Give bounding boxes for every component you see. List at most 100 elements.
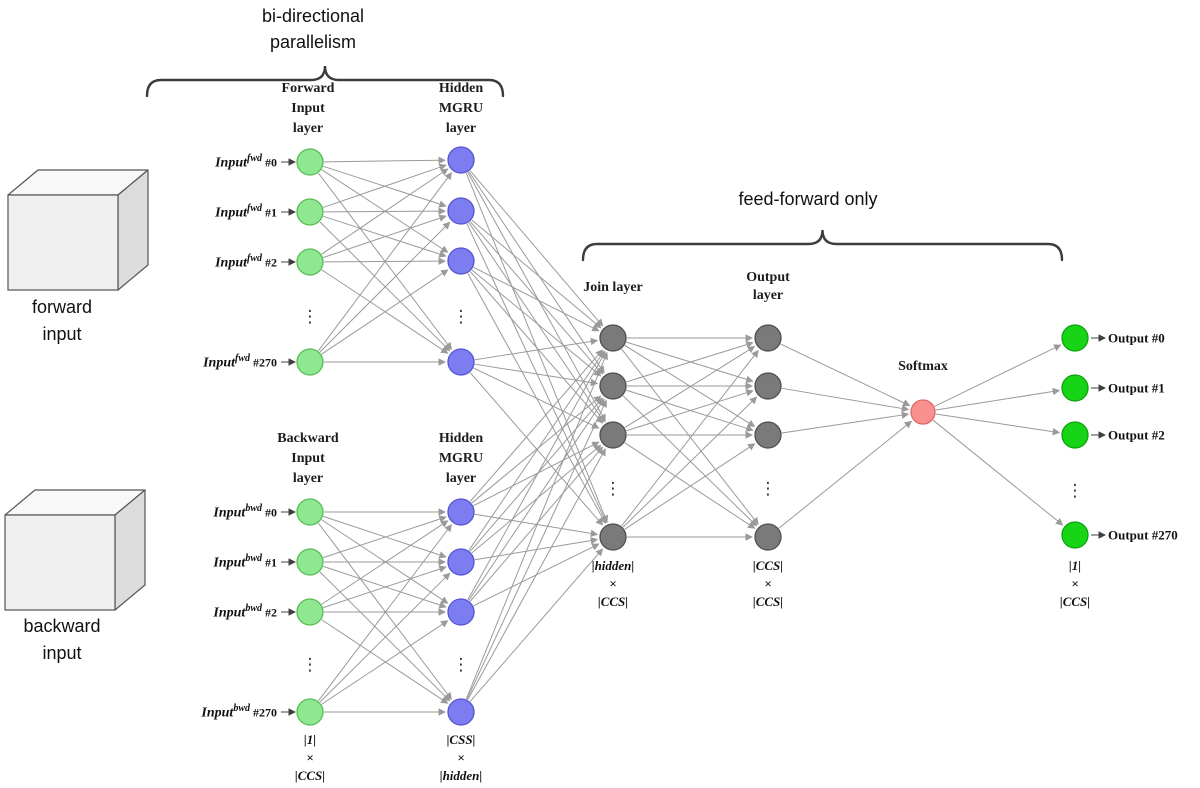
edge-backward-input-layer-to-backward-hidden-layer — [319, 571, 451, 702]
outputs-caption: |CCS| — [1060, 594, 1090, 609]
bidirectional-parallelism-label: parallelism — [270, 32, 356, 52]
edge-forward-hidden-layer-to-join-layer — [471, 269, 602, 377]
backward-hidden-layer-node — [447, 598, 475, 626]
forward-hidden-layer: Hidden MGRU layer ⋮ — [439, 81, 483, 376]
forward-hidden-layer-header: layer — [446, 121, 476, 136]
edge-join-layer-to-output-layer — [626, 341, 754, 383]
backward-input-layer-node — [296, 698, 324, 726]
edge-join-layer-to-output-layer — [624, 442, 756, 529]
edge-forward-input-layer-to-forward-hidden-layer — [323, 215, 447, 258]
forward-input-cube-label: input — [42, 324, 81, 344]
edge-forward-input-layer-to-forward-hidden-layer — [321, 269, 449, 354]
backward-input-layer-node-label: Inputbwd #0 — [212, 503, 277, 521]
edge-forward-hidden-layer-to-join-layer — [469, 221, 604, 375]
edge-forward-hidden-layer-to-join-layer — [467, 273, 606, 524]
softmax-header: Softmax — [898, 359, 948, 374]
forward-hidden-layer-node — [447, 197, 475, 225]
edge-backward-hidden-layer-to-join-layer — [468, 398, 605, 601]
edge-forward-hidden-layer-to-join-layer — [465, 172, 609, 524]
edges — [317, 156, 1064, 716]
backward-input-layer-caption: × — [306, 750, 313, 765]
forward-hidden-layer-node — [447, 146, 475, 174]
outputs-node-label: Output #270 — [1108, 528, 1178, 543]
output-layer-node — [754, 324, 782, 352]
edge-join-layer-to-output-layer — [626, 389, 754, 432]
edge-forward-hidden-layer-to-join-layer — [473, 367, 600, 429]
backward-input-cube-label: input — [42, 643, 81, 663]
softmax-node — [910, 399, 936, 425]
backward-hidden-layer-header: layer — [446, 471, 476, 486]
edge-forward-hidden-layer-to-join-layer — [469, 372, 604, 526]
outputs-node — [1061, 374, 1089, 402]
forward-input-layer-node-label: Inputfwd #1 — [214, 203, 277, 221]
edge-join-layer-to-output-layer — [626, 389, 754, 432]
backward-hidden-layer-caption: × — [457, 750, 464, 765]
edge-forward-input-layer-to-forward-hidden-layer — [319, 221, 451, 352]
edge-output-layer-to-softmax — [781, 387, 910, 413]
feed-forward-only-label: feed-forward only — [738, 189, 877, 209]
edge-backward-hidden-layer-to-join-layer — [469, 349, 604, 502]
backward-input-layer-header: Input — [291, 451, 325, 466]
backward-hidden-layer-header: Hidden — [439, 431, 484, 446]
backward-hidden-layer-caption: |hidden| — [440, 768, 483, 783]
edge-backward-hidden-layer-to-join-layer — [474, 513, 599, 538]
edge-backward-input-layer-to-backward-hidden-layer — [318, 522, 452, 701]
backward-hidden-layer-ellipsis: ⋮ — [453, 655, 470, 675]
join-layer-ellipsis: ⋮ — [605, 479, 622, 499]
edge-backward-input-layer-to-backward-hidden-layer — [319, 572, 451, 703]
forward-hidden-layer-header: MGRU — [439, 101, 483, 116]
join-layer-header: Join layer — [583, 280, 643, 295]
output-layer-caption: × — [764, 576, 771, 591]
edge-join-layer-to-output-layer — [622, 396, 758, 528]
outputs-node — [1061, 521, 1089, 549]
forward-input-layer-node — [296, 348, 324, 376]
edge-output-layer-to-softmax — [778, 420, 913, 529]
edge-backward-hidden-layer-to-join-layer — [474, 536, 599, 561]
forward-input-cube-label: forward — [32, 297, 92, 317]
join-layer-caption: |hidden| — [592, 558, 635, 573]
join-layer: Join layer ⋮ |hidden| × |CCS| — [583, 280, 643, 609]
edge-output-layer-to-softmax — [781, 411, 910, 434]
forward-input-layer-node-label: Inputfwd #270 — [202, 353, 277, 371]
edge-forward-input-layer-to-forward-hidden-layer — [321, 269, 449, 355]
output-layer-caption: |CCS| — [753, 594, 783, 609]
output-layer: Output layer ⋮ |CCS| × |CCS| — [746, 270, 790, 609]
backward-input-layer-ellipsis: ⋮ — [302, 655, 319, 675]
edge-forward-input-layer-to-forward-hidden-layer — [323, 165, 447, 208]
edge-output-layer-to-softmax — [780, 343, 911, 407]
edge-backward-hidden-layer-to-join-layer — [468, 350, 605, 551]
edge-backward-hidden-layer-to-join-layer — [471, 395, 602, 504]
outputs-node-label: Output #0 — [1108, 331, 1165, 346]
edge-forward-input-layer-to-forward-hidden-layer — [323, 207, 447, 215]
output-layer-node — [754, 523, 782, 551]
edge-forward-hidden-layer-to-join-layer — [469, 271, 604, 424]
backward-input-layer-node — [296, 498, 324, 526]
forward-input-layer: Forward Input layer Inputfwd #0 Inputfwd #1 I… — [202, 81, 335, 376]
backward-input-layer-node-label: Inputbwd #1 — [212, 553, 277, 571]
edge-backward-input-layer-to-backward-hidden-layer — [321, 519, 449, 604]
edge-backward-input-layer-to-backward-hidden-layer — [321, 520, 449, 605]
backward-input-cube: backward input — [4, 489, 146, 663]
edge-join-layer-to-output-layer — [622, 395, 758, 527]
join-layer-node — [599, 324, 627, 352]
edge-join-layer-to-output-layer — [624, 345, 756, 428]
edge-backward-input-layer-to-backward-hidden-layer — [323, 565, 447, 609]
edge-join-layer-to-output-layer — [624, 345, 756, 428]
backward-input-layer-node-label: Inputbwd #270 — [200, 703, 277, 721]
forward-input-layer-node-label: Inputfwd #2 — [214, 253, 277, 271]
backward-hidden-layer-node — [447, 498, 475, 526]
bidirectional-parallelism-brace — [145, 65, 505, 98]
edge-forward-input-layer-to-forward-hidden-layer — [323, 257, 447, 265]
bidirectional-parallelism-label: bi-directional — [262, 6, 364, 26]
forward-hidden-layer-ellipsis: ⋮ — [453, 307, 470, 327]
outputs-caption: × — [1071, 576, 1078, 591]
output-layer-header: layer — [753, 288, 783, 303]
forward-input-layer-node — [296, 198, 324, 226]
edge-softmax-to-outputs — [935, 413, 1061, 436]
edge-softmax-to-outputs — [935, 387, 1061, 411]
edge-forward-input-layer-to-forward-hidden-layer — [323, 156, 447, 165]
backward-input-cube-front-face — [4, 514, 116, 611]
edge-forward-hidden-layer-to-join-layer — [474, 363, 599, 387]
forward-input-layer-header: Forward — [282, 81, 335, 96]
